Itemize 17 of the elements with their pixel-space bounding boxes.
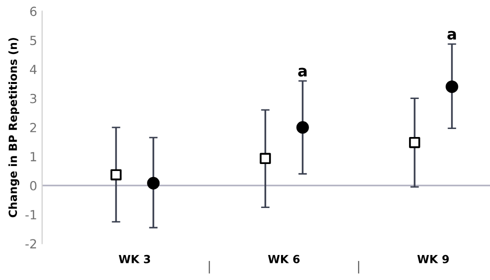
y-tick-label: 6	[30, 6, 36, 16]
x-tick-label: WK 3	[118, 254, 150, 264]
y-tick-label: 0	[30, 180, 36, 190]
text: |	[208, 260, 210, 274]
y-tick-label: 2	[30, 122, 36, 132]
y-tick-label: 5	[30, 36, 36, 46]
data-label: a	[447, 30, 456, 40]
y-tick-label: -2	[25, 239, 36, 248]
data-label: a	[298, 68, 307, 77]
y-tick-label: 4	[30, 64, 37, 74]
text: |	[358, 260, 360, 274]
y-tick-label: 1	[30, 152, 36, 162]
y-tick-label: -1	[25, 210, 36, 220]
y-axis-title: Change in BP Repetitions (n)	[8, 38, 20, 218]
x-tick-label: WK 6	[268, 254, 300, 264]
y-tick-label: 3	[30, 94, 36, 104]
x-tick-label: WK 9	[417, 254, 449, 264]
